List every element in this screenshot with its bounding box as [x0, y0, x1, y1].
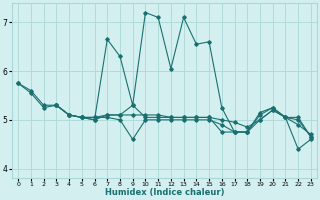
X-axis label: Humidex (Indice chaleur): Humidex (Indice chaleur) [105, 188, 224, 197]
